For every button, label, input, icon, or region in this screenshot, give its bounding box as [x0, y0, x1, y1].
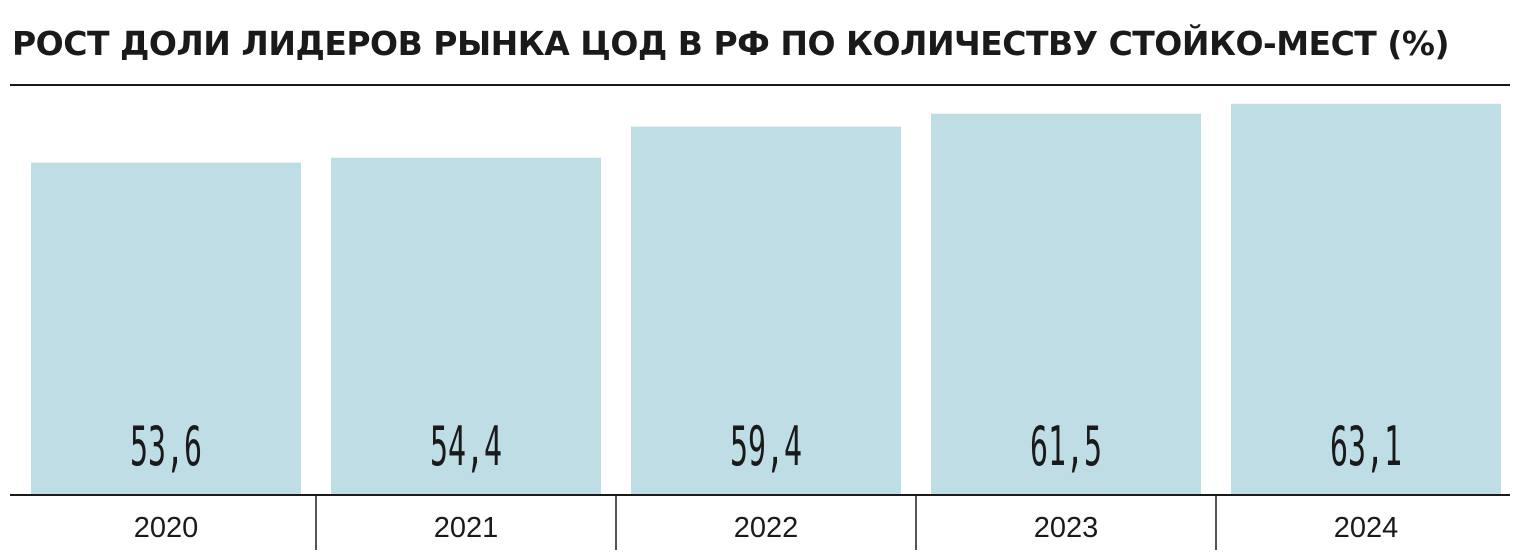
category-dividers-group	[315, 495, 1217, 550]
x-tick-label-2024: 2024	[1334, 512, 1399, 544]
value-label-2022: 59,4	[730, 415, 802, 478]
chart-title: РОСТ ДОЛИ ЛИДЕРОВ РЫНКА ЦОД В РФ ПО КОЛИ…	[12, 24, 1450, 63]
bar-2022	[631, 126, 901, 495]
bar-2023	[931, 113, 1201, 495]
bar-2020	[31, 162, 301, 495]
value-label-2024: 63,1	[1330, 415, 1402, 478]
title-rule	[10, 84, 1510, 86]
x-tick-label-2021: 2021	[434, 512, 499, 544]
x-tick-label-2023: 2023	[1034, 512, 1099, 544]
x-tick-label-2022: 2022	[734, 512, 799, 544]
value-labels-group: 53,6 54,4 59,4 61,5 63,1	[130, 415, 1402, 478]
bar-2021	[331, 157, 601, 495]
value-label-2020: 53,6	[130, 415, 202, 478]
bars-group	[31, 103, 1501, 496]
value-label-2023: 61,5	[1030, 415, 1102, 478]
x-tick-label-2020: 2020	[134, 512, 199, 544]
x-tick-labels-group: 2020 2021 2022 2023 2024	[134, 512, 1399, 544]
bar-2024	[1231, 103, 1501, 496]
value-label-2021: 54,4	[430, 415, 502, 478]
